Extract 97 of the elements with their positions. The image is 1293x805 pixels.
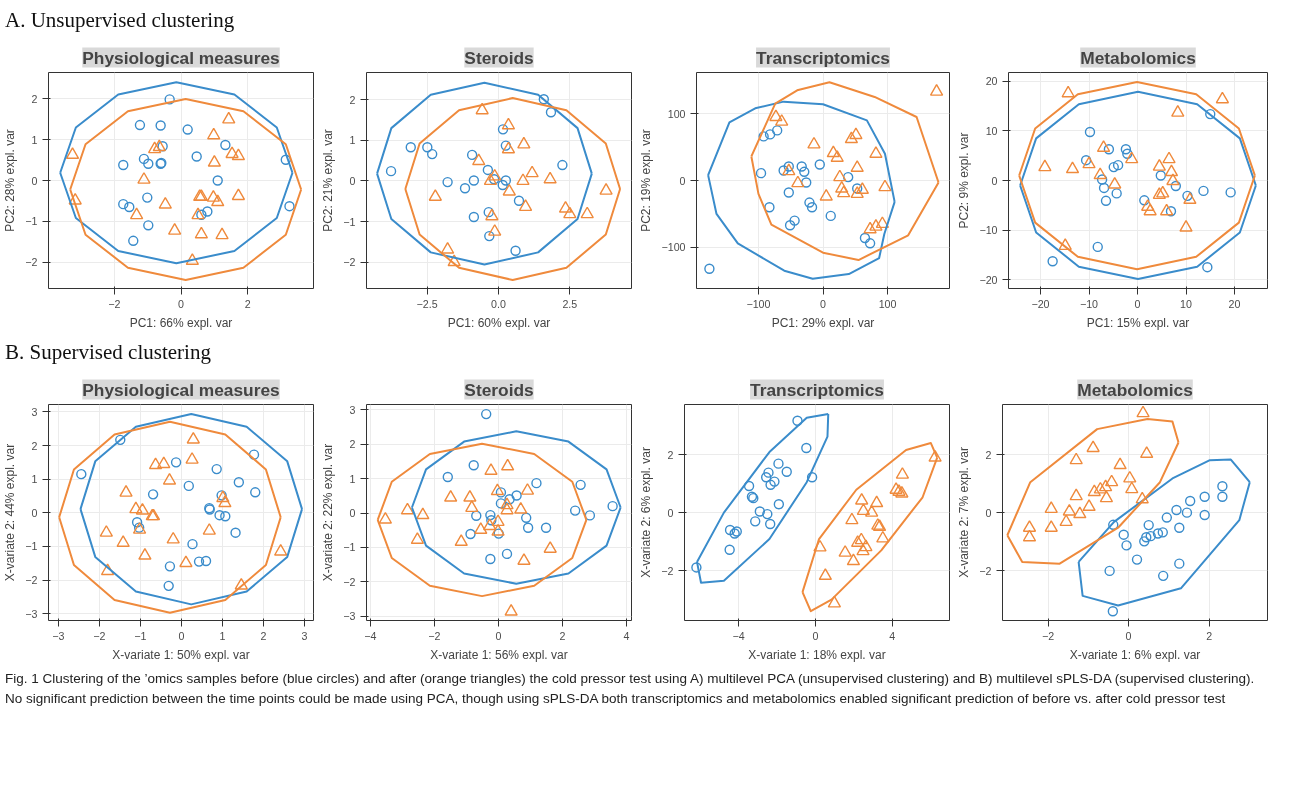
y-axis-title: X-variate 2: 7% expl. var	[957, 447, 972, 578]
chart-title: Metabolomics	[1080, 47, 1196, 68]
chart-title: Physiological measures	[82, 379, 280, 400]
x-tick-label: 2.5	[562, 297, 578, 310]
x-axis-title: X-variate 1: 6% expl. var	[1069, 647, 1201, 662]
y-tick-label: 1	[349, 472, 356, 485]
y-tick-label: −20	[979, 273, 998, 286]
y-tick-label: 0	[31, 506, 38, 519]
y-axis-title: PC2: 19% expl. var	[639, 129, 654, 232]
y-tick-label: 0	[985, 506, 992, 519]
x-tick-label: −2	[428, 629, 441, 642]
y-axis-title: PC2: 28% expl. var	[3, 129, 18, 232]
y-tick-label: 0	[667, 506, 674, 519]
y-tick-label: −1	[343, 541, 356, 554]
y-axis-title: PC2: 21% expl. var	[321, 129, 336, 232]
x-tick-label: 2	[244, 297, 251, 310]
x-axis-title: PC1: 15% expl. var	[1086, 315, 1190, 330]
y-tick-label: −2	[343, 575, 356, 588]
y-tick-label: 0	[349, 507, 356, 520]
x-tick-label: 0	[1125, 629, 1132, 642]
x-tick-label: 3	[301, 629, 308, 642]
y-tick-label: 0	[349, 174, 356, 187]
x-axis-title: X-variate 1: 18% expl. var	[748, 647, 886, 662]
x-axis-title: PC1: 60% expl. var	[447, 315, 551, 330]
y-tick-label: 2	[349, 93, 356, 106]
y-axis-title: X-variate 2: 44% expl. var	[3, 443, 18, 582]
y-tick-label: −3	[25, 607, 38, 620]
x-tick-label: 0	[812, 629, 819, 642]
y-tick-label: −3	[343, 610, 356, 623]
y-tick-label: −100	[661, 241, 686, 254]
x-axis-title: PC1: 29% expl. var	[771, 315, 875, 330]
x-tick-label: 0	[820, 297, 827, 310]
x-tick-label: 2	[1206, 629, 1213, 642]
y-tick-label: 3	[31, 405, 38, 418]
y-tick-label: 2	[349, 438, 356, 451]
x-tick-label: −4	[732, 629, 745, 642]
y-tick-label: −1	[25, 540, 38, 553]
x-tick-label: 0	[495, 629, 502, 642]
y-tick-label: 3	[349, 403, 356, 416]
x-tick-label: −3	[52, 629, 65, 642]
x-tick-label: −10	[1079, 297, 1099, 310]
y-tick-label: 20	[985, 75, 998, 88]
x-tick-label: −2	[93, 629, 106, 642]
x-tick-label: 0	[178, 297, 185, 310]
chart-title: Transcriptomics	[750, 379, 884, 400]
chart-title: Metabolomics	[1077, 379, 1193, 400]
x-tick-label: 20	[1228, 297, 1241, 310]
x-tick-label: 4	[889, 629, 896, 642]
chart-title: Physiological measures	[82, 47, 280, 68]
x-tick-label: 2	[260, 629, 267, 642]
y-tick-label: 1	[349, 134, 356, 147]
x-tick-label: 1	[219, 629, 226, 642]
chart-title: Transcriptomics	[756, 47, 890, 68]
y-tick-label: −2	[979, 564, 992, 577]
x-tick-label: −20	[1031, 297, 1050, 310]
y-axis-title: PC2: 9% expl. var	[957, 132, 972, 229]
x-tick-label: 0.0	[491, 297, 506, 310]
y-tick-label: 0	[31, 174, 38, 187]
x-axis-title: PC1: 66% expl. var	[129, 315, 233, 330]
x-tick-label: −2	[108, 297, 121, 310]
x-tick-label: −4	[364, 629, 377, 642]
chart-title: Steroids	[464, 379, 534, 400]
y-tick-label: 2	[667, 448, 674, 461]
y-tick-label: −2	[25, 574, 38, 587]
y-tick-label: 1	[31, 133, 38, 146]
y-tick-label: 2	[985, 448, 992, 461]
x-tick-label: 100	[878, 297, 897, 310]
x-tick-label: 0	[1134, 297, 1141, 310]
text: B. Supervised clustering	[5, 339, 211, 366]
y-tick-label: 0	[679, 174, 686, 187]
x-tick-label: 2	[559, 629, 566, 642]
x-tick-label: −1	[134, 629, 147, 642]
y-tick-label: 2	[31, 92, 38, 105]
x-tick-label: −2	[1041, 629, 1055, 642]
y-tick-label: 1	[31, 473, 38, 486]
x-tick-label: −2.5	[416, 297, 438, 310]
y-tick-label: −10	[979, 224, 998, 237]
x-tick-label: 4	[623, 629, 630, 642]
chart-title: Steroids	[464, 47, 534, 68]
y-tick-label: −1	[25, 215, 38, 228]
x-tick-label: −100	[746, 297, 771, 310]
text: A. Unsupervised clustering	[5, 7, 235, 34]
y-tick-label: 2	[31, 439, 38, 452]
y-tick-label: −1	[343, 215, 356, 228]
y-tick-label: −2	[343, 256, 356, 269]
caption: Fig. 1 Clustering of the ’omics samples before (blue circles) and after (orange triangles) the cold pressor test using A) multilevel PCA (unsupervised clustering) and B) multilevel sPLS-DA (supervised clustering). No significant prediction between the time points could be made using PCA, though using sPLS-DA both transcriptomics and metabolomics enabled significant prediction of before vs. after cold pressor test	[5, 670, 1256, 708]
x-axis-title: X-variate 1: 56% expl. var	[430, 647, 568, 662]
x-tick-label: 0	[178, 629, 185, 642]
y-tick-label: −2	[25, 256, 38, 269]
y-tick-label: 10	[985, 124, 998, 137]
y-tick-label: 0	[991, 174, 998, 187]
x-axis-title: X-variate 1: 50% expl. var	[112, 647, 250, 662]
y-tick-label: 100	[667, 107, 686, 120]
x-tick-label: 10	[1180, 297, 1193, 310]
y-axis-title: X-variate 2: 6% expl. var	[639, 447, 654, 578]
y-axis-title: X-variate 2: 22% expl. var	[321, 443, 336, 582]
y-tick-label: −2	[661, 564, 674, 577]
